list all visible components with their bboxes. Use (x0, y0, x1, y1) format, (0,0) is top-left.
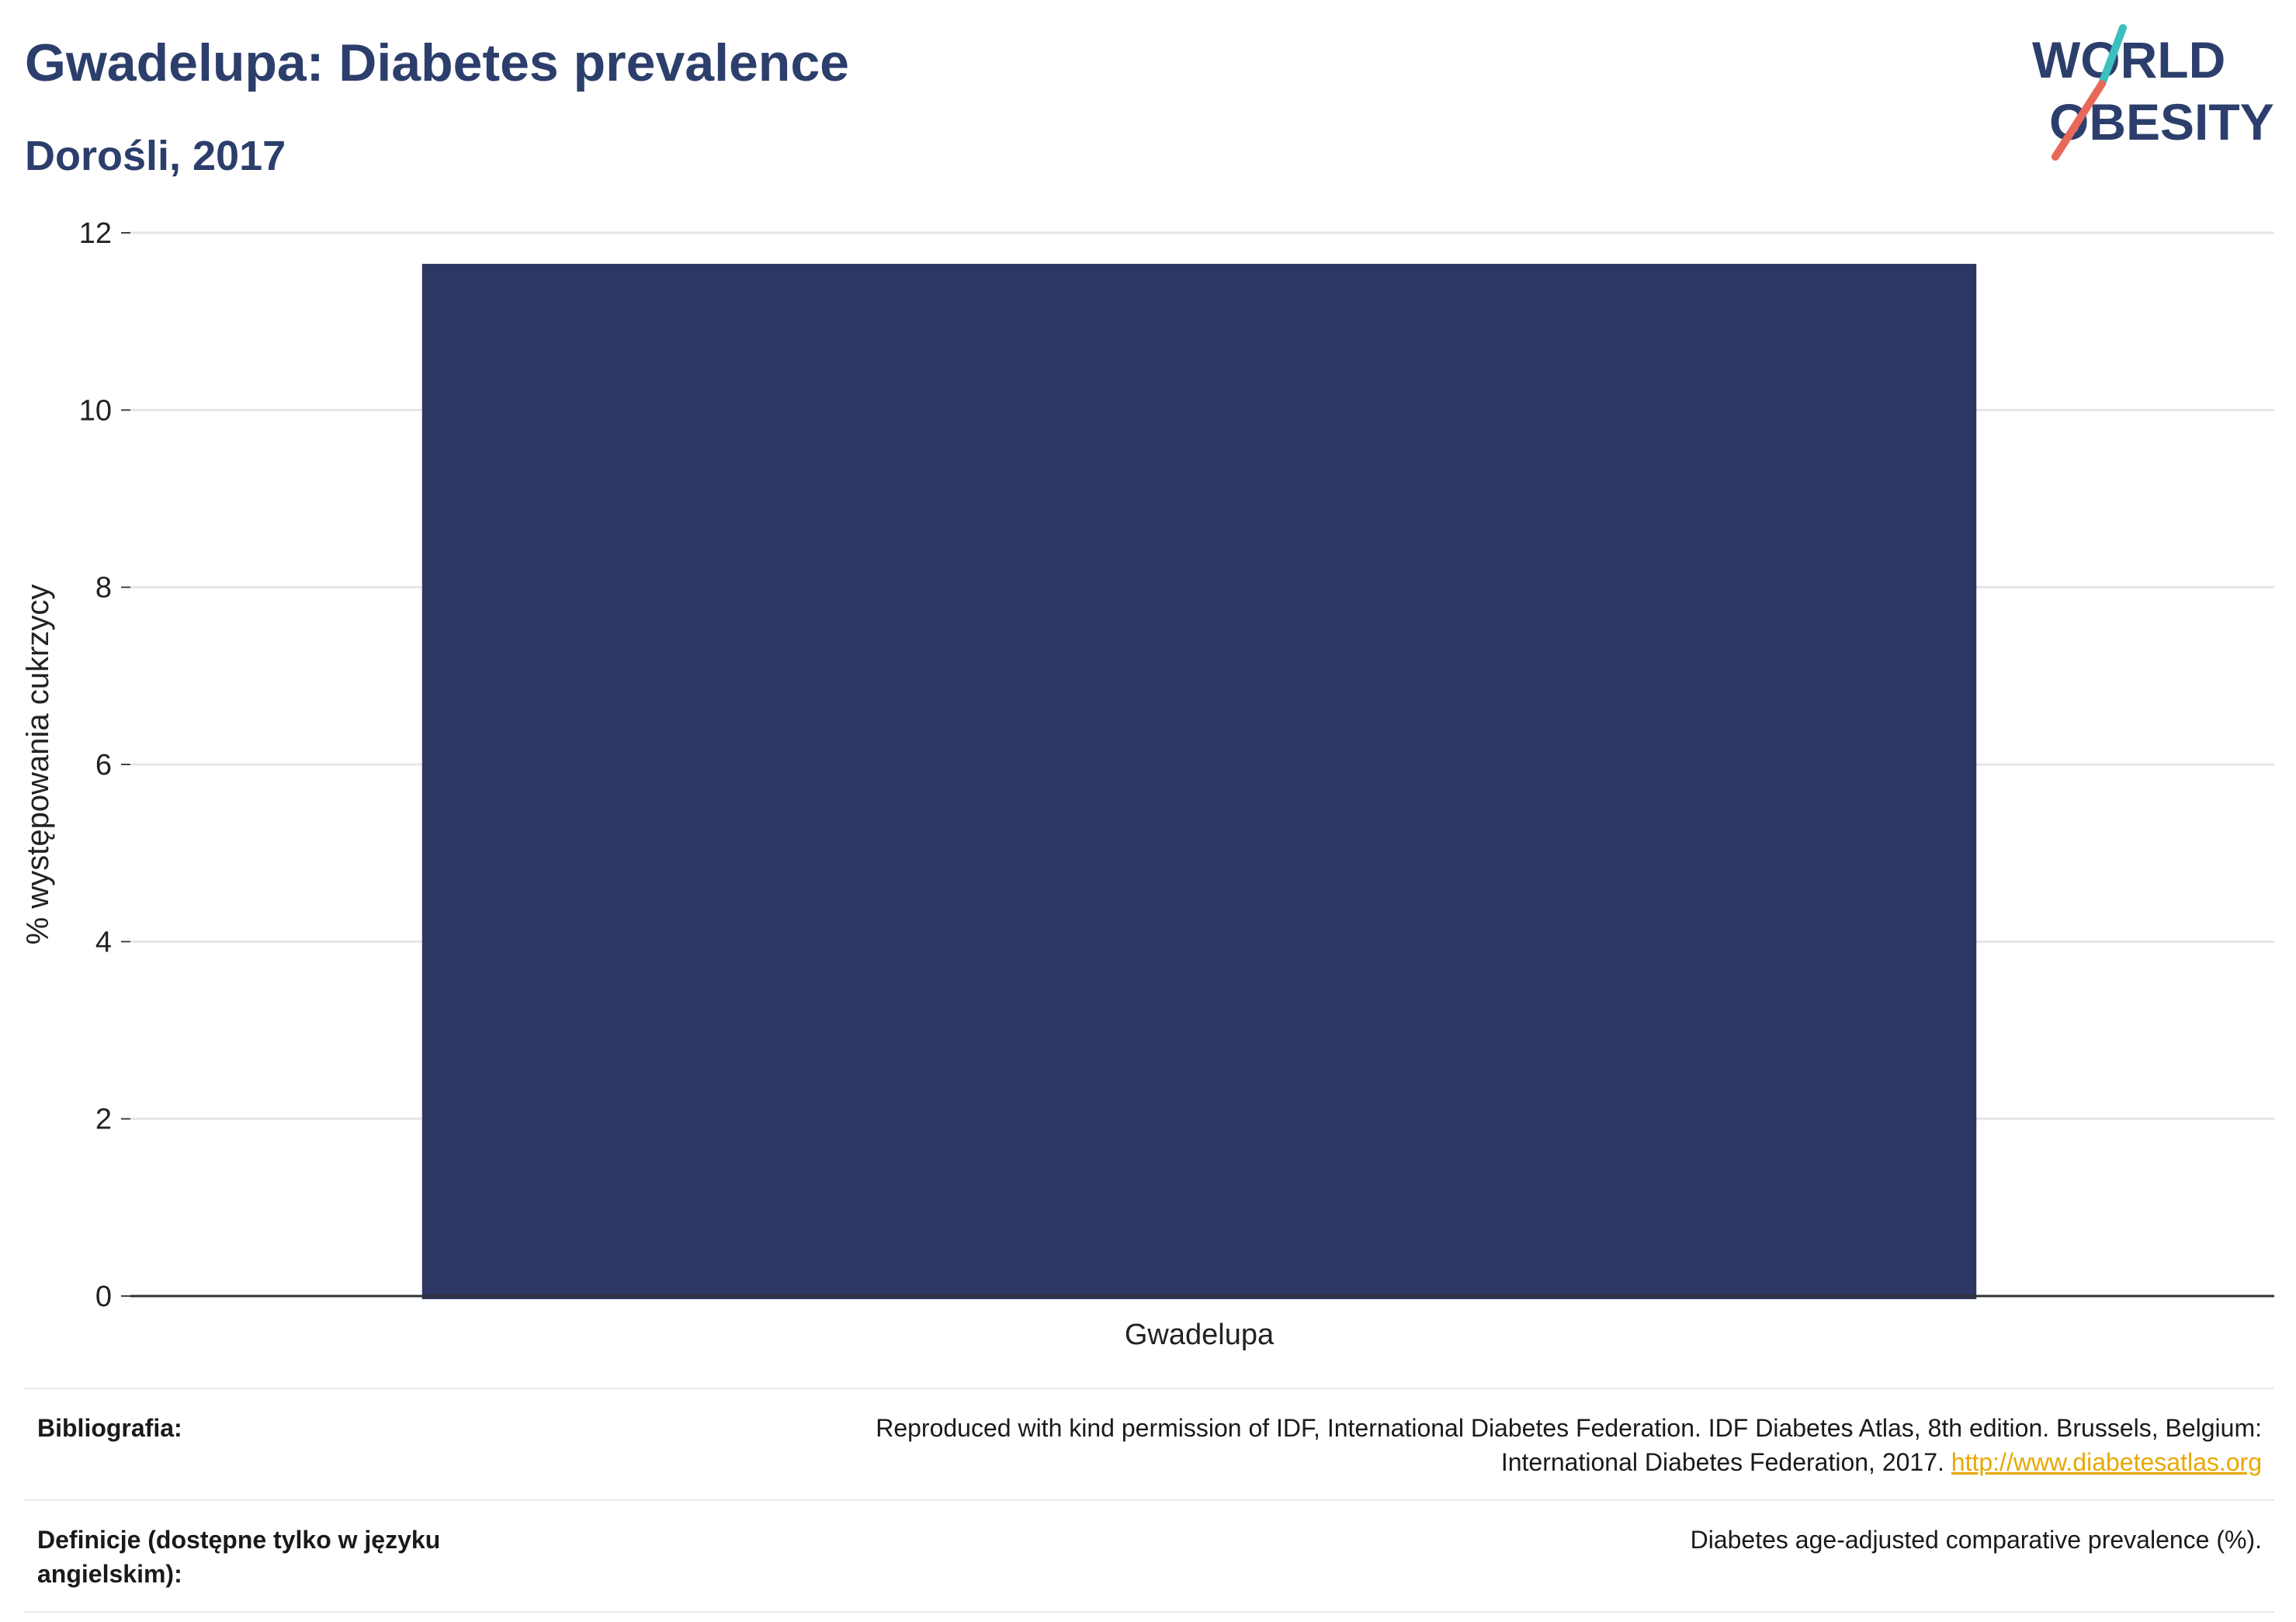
bar-chart: 0 2 4 6 8 10 12 Gwadelupa % występowania cukrz… (21, 217, 2274, 1350)
x-tick-label: Gwadelupa (1125, 1319, 1275, 1350)
bibliography-text-2: International Diabetes Federation, 2017. (1500, 1448, 1944, 1476)
y-tick-label: 8 (95, 572, 112, 605)
y-tick-label: 0 (95, 1281, 112, 1313)
world-obesity-logo[interactable]: WORLD OBESITY (2018, 23, 2282, 163)
y-tick-label: 12 (79, 217, 112, 250)
y-tick-label: 2 (95, 1104, 112, 1136)
logo-slash-bottom (2051, 80, 2106, 161)
logo-text-world: WORLD (2032, 31, 2225, 88)
bibliography-label: Bibliografia: (37, 1414, 182, 1442)
definitions-row: Definicje (dostępne tylko w języku angie… (23, 1499, 2274, 1613)
bar[interactable] (421, 263, 1977, 1299)
metadata-table: Bibliografia: Reproduced with kind permi… (23, 1388, 2274, 1613)
y-tick-label: 10 (79, 394, 112, 427)
definitions-label: Definicje (dostępne tylko w języku angie… (37, 1526, 441, 1588)
y-axis-title: % występowania cukrzycy (21, 584, 55, 945)
y-tick-labels: 0 2 4 6 8 10 12 (79, 217, 130, 1313)
bibliography-row: Bibliografia: Reproduced with kind permi… (23, 1388, 2274, 1499)
bibliography-link[interactable]: http://www.diabetesatlas.org (1951, 1448, 2262, 1476)
bibliography-value: Reproduced with kind permission of IDF, … (632, 1411, 2262, 1479)
definitions-value: Diabetes age-adjusted comparative preval… (1690, 1526, 2262, 1554)
bibliography-text-1: Reproduced with kind permission of IDF, … (876, 1414, 2262, 1442)
logo-slash-top (2098, 24, 2127, 88)
x-tick-labels: Gwadelupa (1125, 1319, 1275, 1350)
page-title: Gwadelupa: Diabetes prevalence (25, 33, 849, 92)
y-tick-label: 6 (95, 749, 112, 782)
page-subtitle: Dorośli, 2017 (25, 133, 286, 179)
logo-text-obesity: OBESITY (2049, 93, 2274, 151)
bars (421, 263, 1977, 1299)
y-tick-label: 4 (95, 926, 112, 958)
